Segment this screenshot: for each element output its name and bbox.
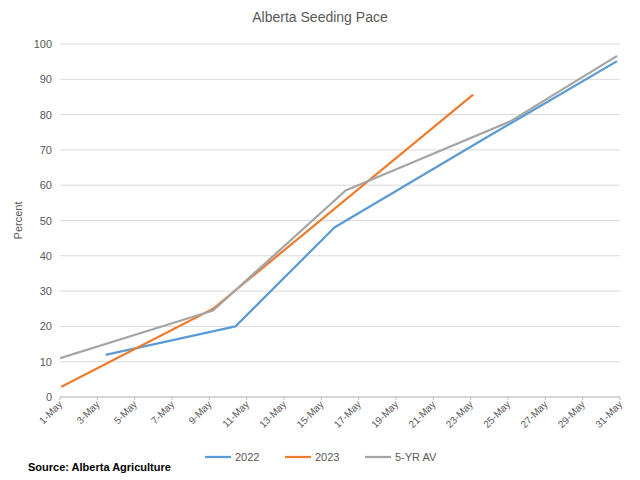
x-tick-label: 7-May	[149, 399, 176, 426]
x-tick-label: 27-May	[518, 399, 549, 430]
x-tick	[97, 397, 98, 400]
grid-line	[60, 397, 620, 398]
x-tick-label: 25-May	[481, 399, 512, 430]
x-tick	[209, 397, 210, 400]
y-tick-label: 50	[40, 215, 52, 227]
x-tick	[172, 397, 173, 400]
y-tick-label: 90	[40, 73, 52, 85]
x-tick-label: 19-May	[369, 399, 400, 430]
x-tick-label: 11-May	[220, 399, 251, 430]
x-tick	[321, 397, 322, 400]
legend-swatch	[365, 456, 391, 458]
x-tick-label: 15-May	[294, 399, 325, 430]
x-tick-label: 31-May	[593, 399, 624, 430]
y-tick-label: 60	[40, 179, 52, 191]
x-tick	[134, 397, 135, 400]
x-tick-label: 29-May	[556, 399, 587, 430]
y-tick-label: 100	[34, 38, 52, 50]
x-tick	[60, 397, 61, 400]
source-note: Source: Alberta Agriculture	[28, 461, 171, 473]
grid-line	[60, 185, 620, 186]
legend: 2022 2023 5-YR AV	[205, 451, 437, 463]
x-tick-label: 5-May	[112, 399, 139, 426]
grid-line	[60, 79, 620, 80]
x-tick-label: 23-May	[444, 399, 475, 430]
x-tick	[582, 397, 583, 400]
x-tick	[284, 397, 285, 400]
legend-label: 5-YR AV	[395, 451, 437, 463]
grid-line	[60, 44, 620, 45]
series-line	[62, 95, 473, 386]
y-tick-label: 40	[40, 250, 52, 262]
grid	[60, 44, 620, 397]
series-lines	[60, 56, 616, 386]
x-tick-label: 13-May	[257, 399, 288, 430]
legend-swatch	[205, 456, 231, 458]
x-tick-label: 21-May	[406, 399, 437, 430]
grid-line	[60, 255, 620, 256]
grid-line	[60, 220, 620, 221]
grid-line	[60, 149, 620, 150]
x-tick	[246, 397, 247, 400]
x-tick-label: 3-May	[74, 399, 101, 426]
series-line	[60, 56, 616, 358]
y-tick-label: 30	[40, 285, 52, 297]
title: Alberta Seeding Pace	[252, 9, 388, 25]
x-tick	[358, 397, 359, 400]
grid-line	[60, 114, 620, 115]
x-tick	[620, 397, 621, 400]
background	[0, 0, 640, 480]
y-tick-label: 0	[46, 391, 52, 403]
y-tick-label: 80	[40, 109, 52, 121]
chart-svg: Alberta Seeding Pace Percent 0 10 20 30 40 50 60…	[0, 0, 640, 480]
grid-line	[60, 291, 620, 292]
x-tick-label: 1-May	[37, 399, 64, 426]
y-axis-label: Percent	[12, 202, 24, 240]
legend-label: 2023	[315, 451, 339, 463]
legend-swatch	[285, 456, 311, 458]
x-tick	[508, 397, 509, 400]
series-line	[107, 62, 617, 355]
x-tick-label: 9-May	[186, 399, 213, 426]
chart-container: Alberta Seeding Pace Percent 0 10 20 30 40 50 60…	[0, 0, 640, 480]
grid-line	[60, 326, 620, 327]
x-tick-label: 17-May	[332, 399, 363, 430]
grid-line	[60, 361, 620, 362]
y-tick-label: 20	[40, 320, 52, 332]
x-tick	[396, 397, 397, 400]
x-axis-line	[60, 397, 620, 398]
x-tick	[545, 397, 546, 400]
y-tick-label: 70	[40, 144, 52, 156]
y-tick-label: 10	[40, 356, 52, 368]
x-tick	[470, 397, 471, 400]
legend-label: 2022	[235, 451, 259, 463]
x-tick	[433, 397, 434, 400]
